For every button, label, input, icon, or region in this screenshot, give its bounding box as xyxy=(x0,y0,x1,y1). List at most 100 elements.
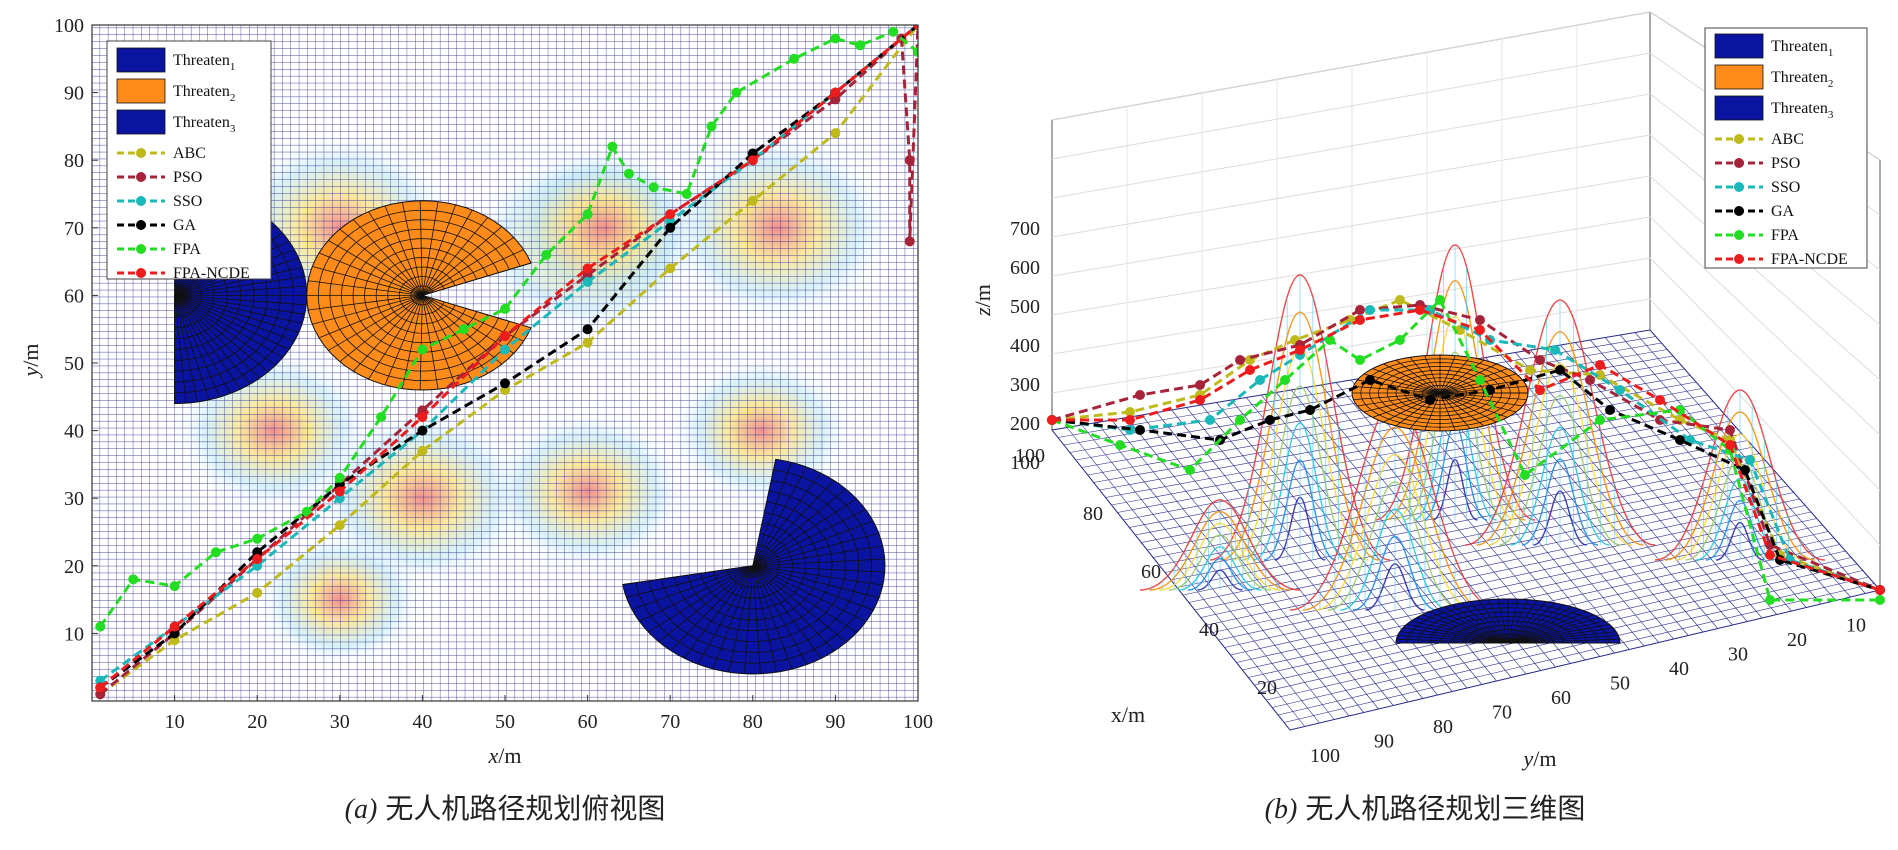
route-3d-ga xyxy=(1051,368,1881,592)
x-tick-label-a: 100 xyxy=(903,711,933,733)
path-point-fpa xyxy=(789,53,800,64)
route-3d-point-fpa xyxy=(1355,355,1365,365)
path-point-abc xyxy=(417,445,428,456)
threat-spoke xyxy=(622,565,753,585)
threat-spoke xyxy=(752,565,883,586)
path-point-abc xyxy=(334,520,345,531)
back-grid-line xyxy=(1051,216,1651,316)
path-point-fpa-ncde xyxy=(665,209,676,220)
y-tick-label-a: 70 xyxy=(64,218,84,240)
threat-spoke xyxy=(1383,363,1441,394)
path-point-fpa xyxy=(731,87,742,98)
y-tick-label-b: 20 xyxy=(1787,629,1807,651)
x-tick-label-b: 100 xyxy=(1015,445,1045,467)
threat-spoke xyxy=(312,295,423,325)
route-3d-point-fpa xyxy=(1395,335,1405,345)
legend-marker-pso xyxy=(1734,158,1744,168)
path-point-ga xyxy=(500,378,510,389)
legend-label-ga: GA xyxy=(1771,203,1795,220)
threat-spoke xyxy=(174,295,307,306)
route-3d-point-ga xyxy=(1555,365,1565,375)
caption-b: (b) 无人机路径规划三维图 xyxy=(1265,793,1586,825)
legend-marker-fpa xyxy=(136,244,146,254)
threat-spoke xyxy=(1357,392,1441,407)
x-tick-label-a: 30 xyxy=(330,711,350,733)
z-tick-label-b: 200 xyxy=(1010,413,1040,435)
path-point-fpa xyxy=(888,26,899,37)
caption-a: (a) 无人机路径规划俯视图 xyxy=(345,793,666,825)
route-3d-point-fpa-ncde xyxy=(1415,305,1425,315)
threat-spoke xyxy=(401,202,423,296)
threat-spoke xyxy=(174,295,277,366)
floor-mesh-line xyxy=(1649,329,1881,591)
path-point-fpa xyxy=(252,533,263,544)
legend-label-pso: PSO xyxy=(173,169,202,186)
legend-label-fpa-ncde: FPA-NCDE xyxy=(1771,251,1848,268)
threat-spoke xyxy=(1507,601,1547,644)
threat-spoke xyxy=(752,532,879,567)
route-3d-point-ga xyxy=(1265,415,1275,425)
route-3d-point-fpa-ncde xyxy=(1047,415,1057,425)
threat-spoke xyxy=(368,211,423,296)
path-point-fpa-ncde xyxy=(913,25,918,30)
threat-spoke xyxy=(1507,620,1606,644)
threat-spoke xyxy=(1507,638,1620,644)
floor-mesh-line xyxy=(1218,511,1812,641)
threat-spoke xyxy=(1507,602,1556,644)
route-3d-point-pso xyxy=(1725,425,1735,435)
threat-spoke xyxy=(1424,355,1441,394)
threat-spoke xyxy=(752,480,835,567)
path-point-fpa xyxy=(500,303,510,314)
route-3d-point-fpa xyxy=(1235,415,1245,425)
path-point-fpa xyxy=(582,209,593,220)
threat-spoke xyxy=(1469,601,1509,644)
route-3d-point-fpa xyxy=(1325,335,1335,345)
threat-spoke xyxy=(752,545,883,567)
threat-spoke xyxy=(1443,606,1509,644)
threat-spoke xyxy=(752,565,808,665)
path-point-ga xyxy=(417,425,428,436)
threat-spoke xyxy=(683,565,754,659)
y-tick-label-a: 10 xyxy=(64,623,84,645)
back-grid-line xyxy=(1649,257,1881,491)
threat-spoke xyxy=(752,565,793,670)
threat-spoke xyxy=(648,565,754,633)
route-3d-point-fpa xyxy=(1475,375,1485,385)
legend-label-pso: PSO xyxy=(1771,155,1800,172)
threat-spoke xyxy=(752,565,847,643)
route-3d-fpa-ncde xyxy=(1052,308,1881,592)
path-point-fpa xyxy=(913,47,918,58)
threat-spoke xyxy=(174,295,231,394)
route-3d-point-ga xyxy=(1135,425,1145,435)
threat-spoke xyxy=(752,488,847,567)
threat-spoke xyxy=(174,295,295,342)
threat-spoke xyxy=(1507,624,1610,644)
legend-marker-fpa-ncde xyxy=(1734,254,1744,264)
x-axis-label-b: x/m xyxy=(1111,702,1145,727)
threat-spoke xyxy=(1416,617,1509,644)
path-point-fpa xyxy=(334,472,345,483)
route-3d-point-fpa-ncde xyxy=(1355,315,1365,325)
threat-spoke xyxy=(1488,599,1509,644)
back-grid-line xyxy=(1649,216,1881,436)
path-point-fpa xyxy=(458,324,469,335)
floor-mesh-line xyxy=(1182,472,1777,596)
path-point-fpa xyxy=(830,33,841,44)
y-tick-label-b: 70 xyxy=(1492,702,1512,724)
threat-spoke xyxy=(1396,638,1509,644)
path-point-fpa xyxy=(417,344,428,355)
threat-spoke xyxy=(384,295,423,386)
path-point-ga xyxy=(582,324,593,335)
y-tick-label-b: 80 xyxy=(1433,716,1453,738)
threat-spoke xyxy=(174,295,221,398)
route-3d-point-fpa xyxy=(1185,465,1195,475)
threat-spoke xyxy=(422,295,439,390)
route-3d-point-pso xyxy=(1135,390,1145,400)
threat-spoke xyxy=(1435,608,1509,644)
threat-spoke xyxy=(1439,392,1517,413)
path-point-fpa-ncde xyxy=(500,330,510,341)
threat-spoke xyxy=(308,295,423,311)
threat-spoke xyxy=(752,520,874,567)
threat-spoke xyxy=(1372,368,1441,394)
floor-mesh-line xyxy=(1170,459,1766,581)
